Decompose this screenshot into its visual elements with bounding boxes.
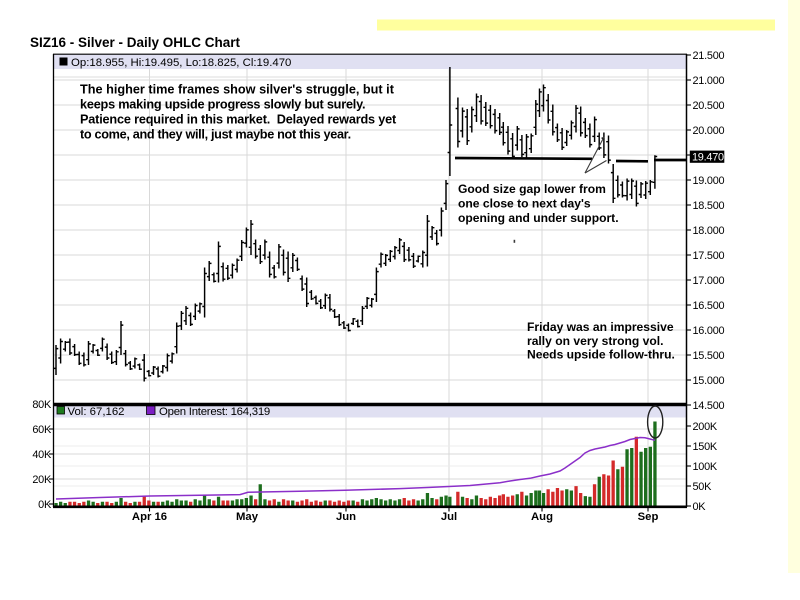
- svg-text:20.000: 20.000: [693, 125, 725, 137]
- svg-text:15.000: 15.000: [693, 375, 725, 387]
- svg-text:80K: 80K: [32, 399, 52, 411]
- svg-text:200K: 200K: [693, 421, 718, 433]
- svg-text:May: May: [236, 511, 259, 523]
- svg-text:rally on very strong vol.: rally on very strong vol.: [527, 334, 663, 348]
- svg-text:14.500: 14.500: [693, 400, 725, 412]
- svg-text:keeps making upside progress s: keeps making upside progress slowly but …: [80, 98, 365, 112]
- svg-text:Apr 16: Apr 16: [132, 511, 167, 523]
- svg-text:50K: 50K: [693, 481, 713, 493]
- svg-text:Op:18.955, Hi:19.495, Lo:18.82: Op:18.955, Hi:19.495, Lo:18.825, Cl:19.4…: [71, 57, 291, 69]
- svg-text:Patience required in this mark: Patience required in this market. Delaye…: [80, 113, 397, 127]
- svg-text:to come, and they will, just m: to come, and they will, just maybe not t…: [80, 128, 351, 142]
- svg-text:Open Interest: 164,319: Open Interest: 164,319: [159, 406, 270, 418]
- svg-text:Needs upside follow-thru.: Needs upside follow-thru.: [527, 348, 675, 362]
- svg-text:0K: 0K: [693, 501, 707, 513]
- svg-text:Jul: Jul: [441, 511, 457, 523]
- svg-text:20.500: 20.500: [693, 100, 725, 112]
- svg-text:Vol: 67,162: Vol: 67,162: [68, 406, 125, 418]
- svg-text:100K: 100K: [693, 461, 718, 473]
- svg-text:17.500: 17.500: [693, 250, 725, 262]
- svg-text:The higher time frames show si: The higher time frames show silver's str…: [80, 83, 395, 97]
- svg-text:SIZ16 - Silver - Daily OHLC Ch: SIZ16 - Silver - Daily OHLC Chart: [30, 35, 241, 50]
- svg-text:40K: 40K: [32, 449, 52, 461]
- svg-text:16.000: 16.000: [693, 325, 725, 337]
- svg-text:19.470: 19.470: [692, 152, 724, 164]
- svg-text:20K: 20K: [32, 474, 52, 486]
- svg-text:19.000: 19.000: [693, 175, 725, 187]
- svg-text:Friday was an impressive: Friday was an impressive: [527, 320, 674, 334]
- svg-text:21.000: 21.000: [693, 75, 725, 87]
- svg-text:15.500: 15.500: [693, 350, 725, 362]
- svg-text:Good size gap lower from: Good size gap lower from: [458, 182, 606, 196]
- svg-text:17.000: 17.000: [693, 275, 725, 287]
- svg-text:150K: 150K: [693, 441, 718, 453]
- svg-text:60K: 60K: [32, 424, 52, 436]
- svg-text:opening and under support.: opening and under support.: [458, 211, 619, 225]
- svg-text:18.000: 18.000: [693, 225, 725, 237]
- svg-text:one close to next day's: one close to next day's: [458, 197, 591, 211]
- svg-text:0K: 0K: [38, 499, 52, 511]
- svg-text:18.500: 18.500: [693, 200, 725, 212]
- svg-text:Aug: Aug: [531, 511, 553, 523]
- svg-text:21.500: 21.500: [693, 50, 725, 62]
- svg-text:Sep: Sep: [638, 511, 659, 523]
- svg-text:Jun: Jun: [336, 511, 356, 523]
- svg-text:16.500: 16.500: [693, 300, 725, 312]
